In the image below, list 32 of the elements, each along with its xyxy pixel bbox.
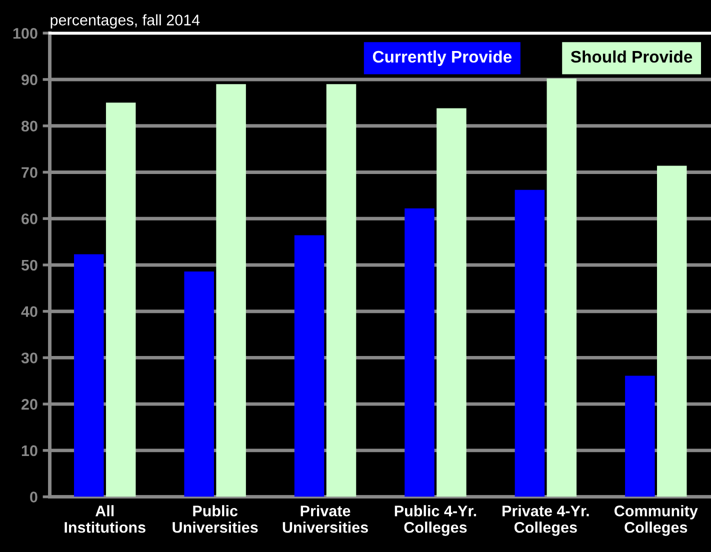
- y-tick-label: 60: [22, 213, 38, 224]
- bar: [216, 84, 246, 497]
- x-tick-label: Private Universities: [282, 505, 368, 533]
- x-tick-label: Private 4-Yr. Colleges: [502, 505, 589, 536]
- series-label: Should Provide: [570, 50, 692, 63]
- y-tick-label: 20: [22, 398, 38, 410]
- y-axis-title: percentages, fall 2014: [50, 14, 200, 28]
- y-tick-label: 50: [21, 260, 38, 271]
- y-tick-label: 80: [21, 120, 38, 132]
- x-tick-label: All Institutions: [64, 505, 146, 533]
- y-tick-label: 70: [22, 167, 38, 178]
- y-tick-label: 100: [13, 28, 38, 39]
- y-tick-label: 10: [22, 445, 38, 456]
- bar: [514, 190, 545, 497]
- bar: [657, 166, 687, 497]
- bar: [326, 84, 356, 497]
- y-tick-label: 40: [21, 306, 38, 318]
- bar: [74, 254, 104, 497]
- text: Currently Provide: [372, 50, 512, 66]
- bar: [184, 271, 214, 497]
- y-tick-label: 90: [22, 74, 38, 86]
- bar: [546, 78, 577, 497]
- y-tick-label: 30: [21, 352, 38, 364]
- x-tick-label: Community Colleges: [614, 505, 698, 536]
- bar: [294, 235, 324, 497]
- bar: [404, 208, 434, 497]
- x-tick-label: Public Universities: [172, 505, 258, 533]
- bar: [106, 102, 136, 497]
- x-tick-label: Public 4-Yr. Colleges: [394, 505, 476, 536]
- y-tick-label: 0: [30, 492, 38, 502]
- bar: [625, 376, 655, 497]
- bar: [436, 108, 466, 497]
